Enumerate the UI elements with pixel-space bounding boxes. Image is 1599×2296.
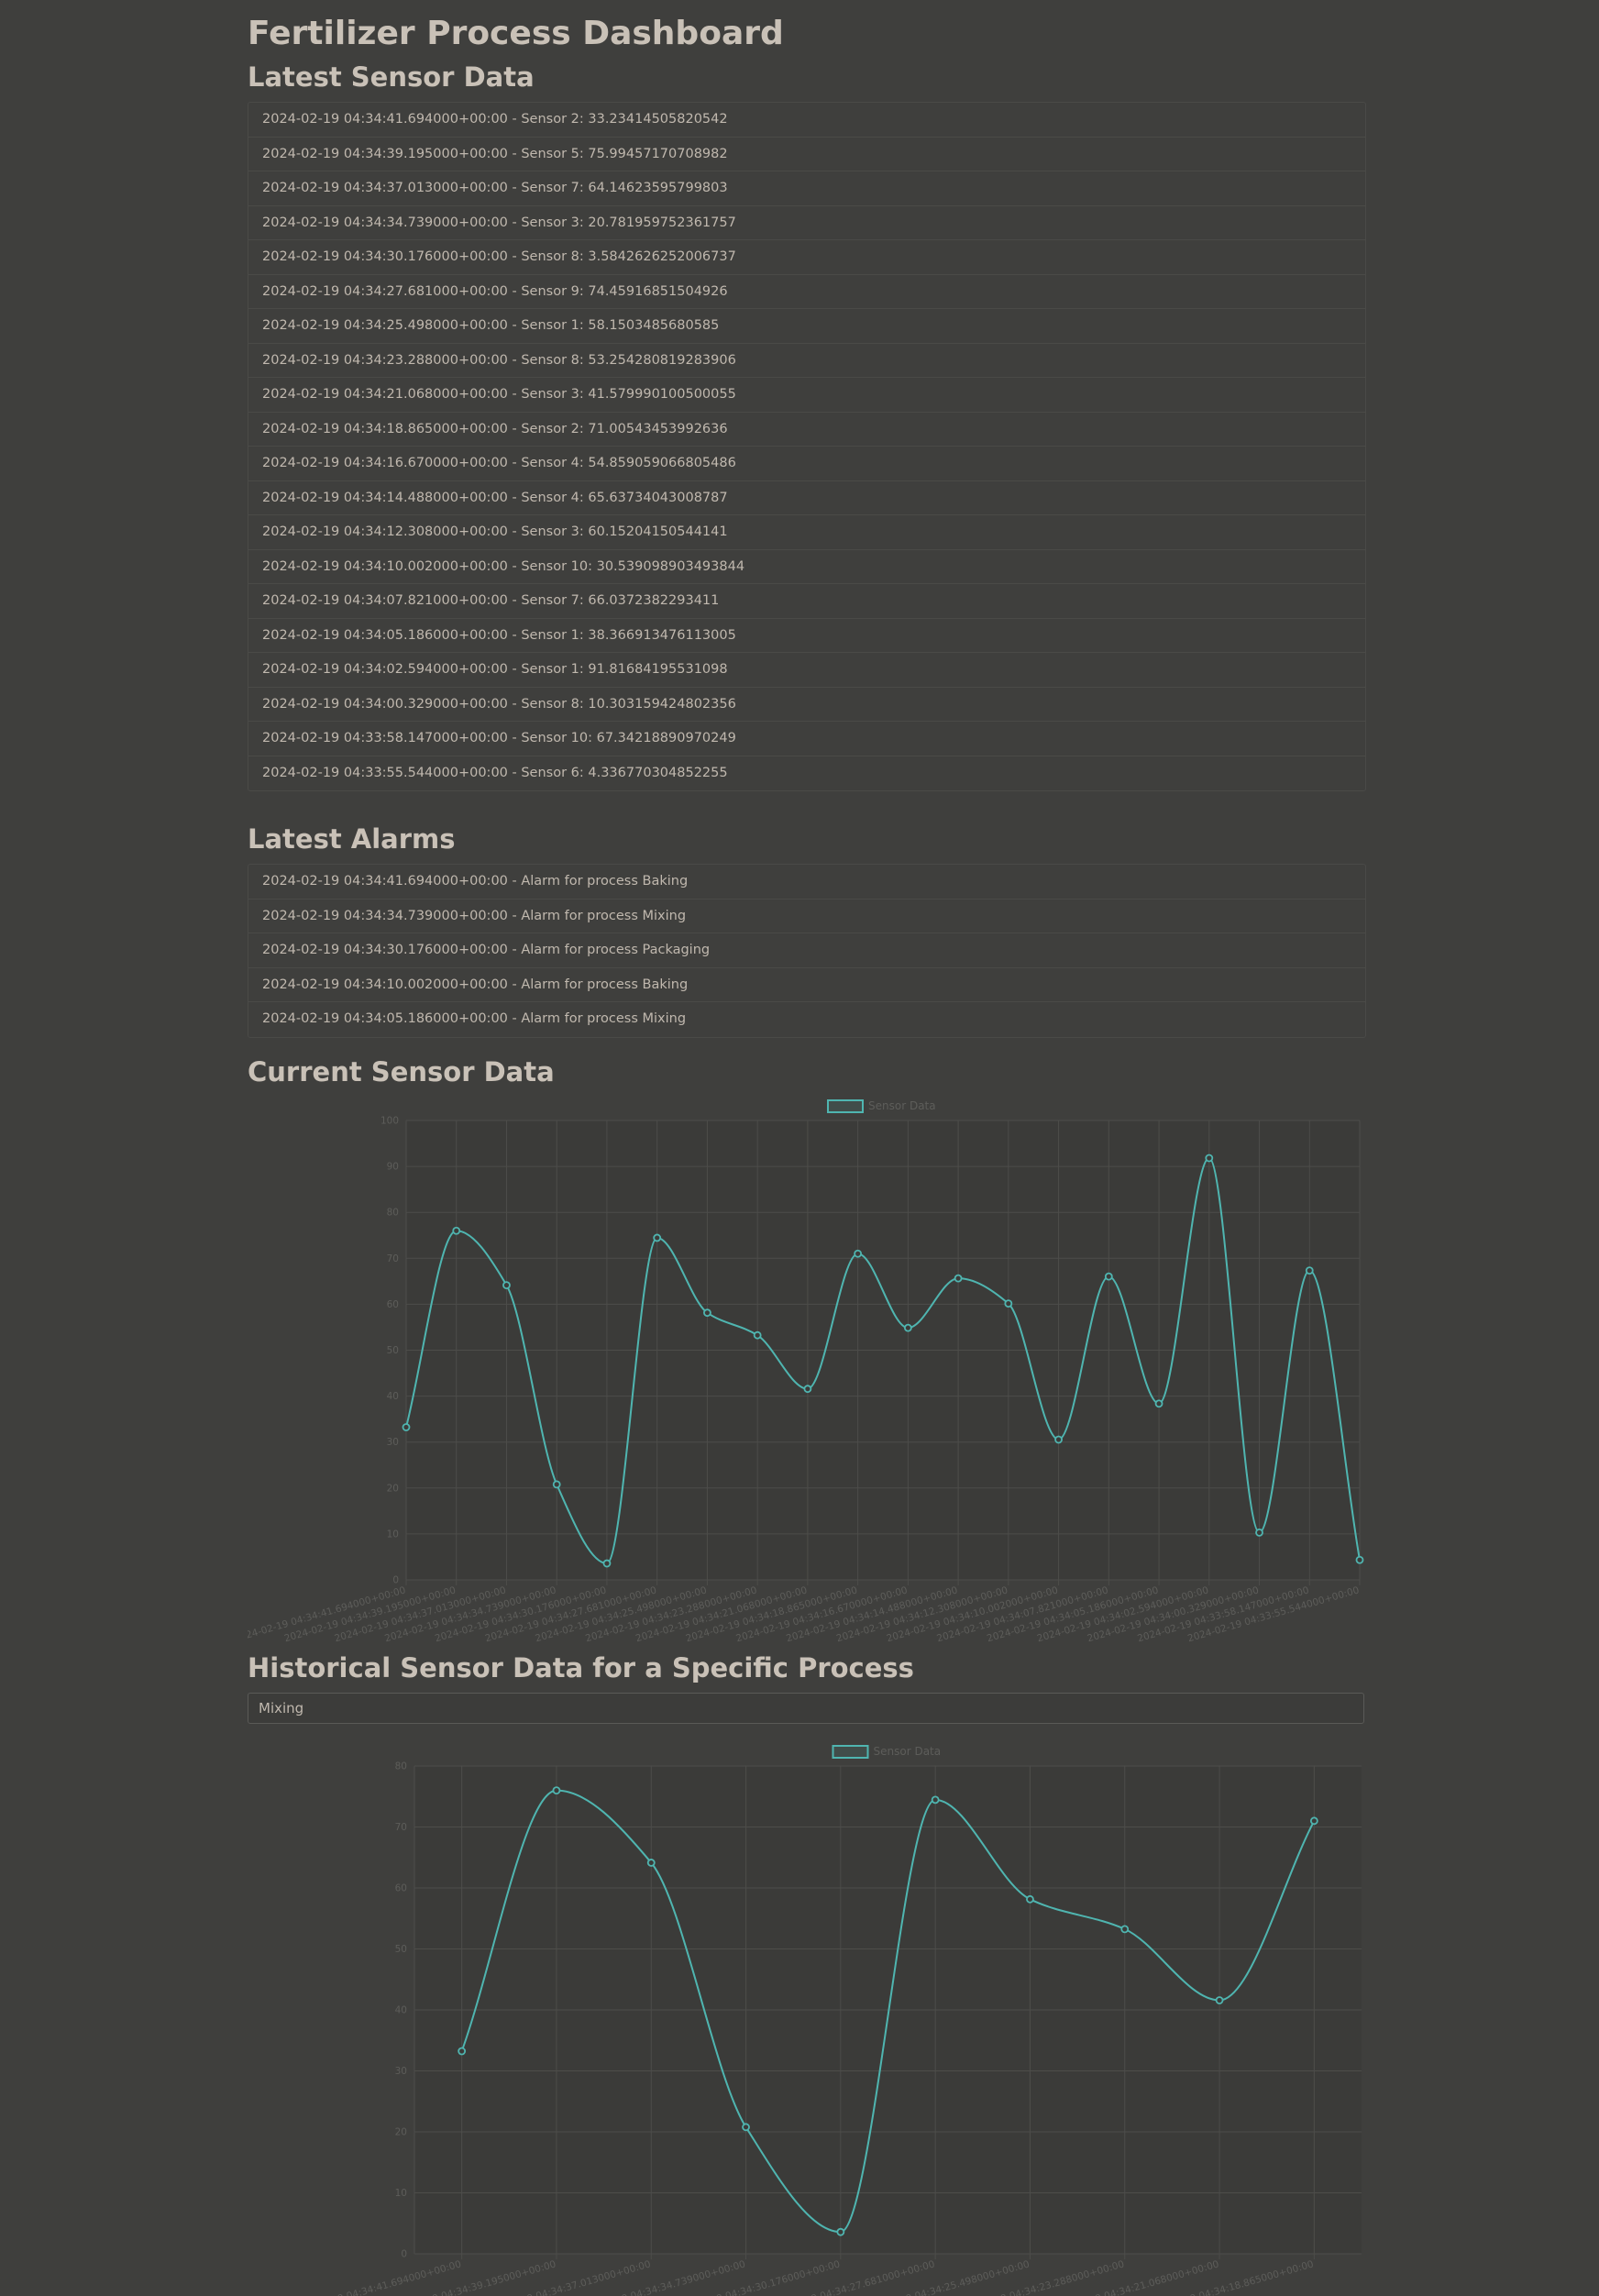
y-tick-label: 80 (395, 1761, 407, 1772)
sensor-data-row: 2024-02-19 04:34:30.176000+00:00 - Senso… (248, 240, 1365, 275)
current-sensor-heading: Current Sensor Data (248, 1056, 555, 1087)
x-tick-label: 2024-02-19 04:34:41.694000+00:00 (289, 2258, 463, 2296)
data-point[interactable] (552, 1480, 561, 1489)
data-point[interactable] (1309, 1816, 1318, 1826)
data-point[interactable] (1054, 1435, 1063, 1444)
y-tick-label: 90 (387, 1162, 399, 1173)
data-point[interactable] (1004, 1299, 1013, 1308)
sensor-data-row: 2024-02-19 04:34:23.288000+00:00 - Senso… (248, 344, 1365, 378)
y-tick-label: 40 (395, 2005, 407, 2016)
sensor-data-row: 2024-02-19 04:34:39.195000+00:00 - Senso… (248, 138, 1365, 171)
y-tick-label: 20 (395, 2127, 407, 2138)
y-tick-label: 60 (395, 1883, 407, 1894)
sensor-data-row: 2024-02-19 04:33:58.147000+00:00 - Senso… (248, 722, 1365, 756)
data-point[interactable] (803, 1385, 812, 1394)
legend-label: Sensor Data (868, 1099, 936, 1112)
legend-swatch (827, 1099, 864, 1113)
data-point[interactable] (1026, 1894, 1034, 1904)
y-tick-label: 30 (395, 2066, 407, 2077)
data-point[interactable] (836, 2227, 845, 2236)
data-point[interactable] (1305, 1266, 1314, 1275)
sensor-data-row: 2024-02-19 04:34:10.002000+00:00 - Senso… (248, 550, 1365, 584)
series-line (460, 1789, 1316, 2234)
sensor-data-row: 2024-02-19 04:34:16.670000+00:00 - Senso… (248, 447, 1365, 481)
current-sensor-chart: Sensor Data01020304050607080901002024-02… (248, 1099, 1364, 1644)
data-point[interactable] (653, 1233, 662, 1242)
alarm-row: 2024-02-19 04:34:30.176000+00:00 - Alarm… (248, 933, 1365, 968)
data-point[interactable] (552, 1786, 561, 1795)
data-point[interactable] (703, 1308, 711, 1318)
sensor-data-row: 2024-02-19 04:34:14.488000+00:00 - Senso… (248, 481, 1365, 515)
alarm-row: 2024-02-19 04:34:41.694000+00:00 - Alarm… (248, 865, 1365, 900)
sensor-data-row: 2024-02-19 04:34:18.865000+00:00 - Senso… (248, 413, 1365, 447)
sensor-data-row: 2024-02-19 04:34:41.694000+00:00 - Senso… (248, 103, 1365, 138)
data-point[interactable] (402, 1423, 411, 1431)
sensor-data-heading: Latest Sensor Data (248, 61, 535, 93)
sensor-data-row: 2024-02-19 04:34:34.739000+00:00 - Senso… (248, 206, 1365, 240)
legend-swatch (832, 1745, 869, 1759)
y-tick-label: 0 (392, 1575, 399, 1586)
data-point[interactable] (854, 1249, 863, 1258)
data-point[interactable] (903, 1323, 912, 1332)
y-tick-label: 80 (387, 1208, 399, 1219)
legend[interactable]: Sensor Data (832, 1745, 942, 1759)
sensor-data-row: 2024-02-19 04:34:05.186000+00:00 - Senso… (248, 619, 1365, 653)
sensor-data-row: 2024-02-19 04:34:25.498000+00:00 - Senso… (248, 309, 1365, 344)
sensor-data-row: 2024-02-19 04:34:00.329000+00:00 - Senso… (248, 688, 1365, 722)
sensor-data-list: 2024-02-19 04:34:41.694000+00:00 - Senso… (248, 102, 1366, 791)
sensor-data-row: 2024-02-19 04:34:02.594000+00:00 - Senso… (248, 653, 1365, 688)
data-point[interactable] (502, 1281, 511, 1290)
process-select-value: Mixing (259, 1700, 304, 1716)
sensor-data-row: 2024-02-19 04:34:37.013000+00:00 - Senso… (248, 171, 1365, 206)
data-point[interactable] (1355, 1555, 1364, 1564)
sensor-data-row: 2024-02-19 04:34:27.681000+00:00 - Senso… (248, 275, 1365, 309)
data-point[interactable] (931, 1795, 940, 1805)
alarm-row: 2024-02-19 04:34:34.739000+00:00 - Alarm… (248, 900, 1365, 933)
y-tick-label: 50 (395, 1944, 407, 1955)
page-title: Fertilizer Process Dashboard (248, 15, 784, 52)
y-tick-label: 10 (395, 2188, 407, 2199)
historical-sensor-heading: Historical Sensor Data for a Specific Pr… (248, 1652, 914, 1683)
data-point[interactable] (602, 1559, 612, 1568)
series-line (405, 1156, 1361, 1565)
data-point[interactable] (1104, 1272, 1113, 1281)
data-point[interactable] (1120, 1925, 1130, 1934)
sensor-data-row: 2024-02-19 04:34:07.821000+00:00 - Senso… (248, 584, 1365, 619)
alarm-row: 2024-02-19 04:34:05.186000+00:00 - Alarm… (262, 1011, 687, 1026)
data-point[interactable] (1205, 1154, 1214, 1163)
y-tick-label: 50 (387, 1345, 399, 1356)
data-point[interactable] (1215, 1996, 1224, 2004)
legend[interactable]: Sensor Data (827, 1099, 936, 1113)
y-tick-label: 20 (387, 1483, 399, 1494)
data-point[interactable] (452, 1226, 461, 1235)
data-point[interactable] (646, 1859, 656, 1867)
data-point[interactable] (458, 2047, 467, 2056)
y-tick-label: 60 (387, 1299, 399, 1310)
data-point[interactable] (753, 1330, 762, 1340)
y-tick-label: 10 (387, 1529, 399, 1540)
process-select[interactable]: Mixing (248, 1693, 1364, 1724)
sensor-data-row: 2024-02-19 04:34:12.308000+00:00 - Senso… (248, 515, 1365, 550)
y-tick-label: 40 (387, 1391, 399, 1402)
data-point[interactable] (1255, 1528, 1263, 1537)
y-tick-label: 70 (395, 1822, 407, 1833)
y-tick-label: 30 (387, 1437, 399, 1448)
y-tick-label: 100 (380, 1116, 399, 1127)
data-point[interactable] (1154, 1399, 1163, 1408)
y-tick-label: 70 (387, 1253, 399, 1264)
data-point[interactable] (954, 1274, 963, 1283)
legend-label: Sensor Data (874, 1745, 942, 1758)
sensor-data-row: 2024-02-19 04:34:21.068000+00:00 - Senso… (248, 378, 1365, 413)
alarms-heading: Latest Alarms (248, 823, 456, 855)
historical-sensor-chart: Sensor Data 0 10 20 30 40 50 60 70 80 2024-02-19 0… (289, 1745, 1362, 2296)
data-point[interactable] (742, 2123, 750, 2132)
alarms-list: 2024-02-19 04:34:41.694000+00:00 - Alarm… (248, 864, 1366, 1038)
alarm-row: 2024-02-19 04:34:10.002000+00:00 - Alarm… (248, 968, 1365, 1002)
sensor-data-row: 2024-02-19 04:33:55.544000+00:00 - Senso… (262, 765, 728, 780)
y-tick-label: 0 (401, 2249, 407, 2260)
